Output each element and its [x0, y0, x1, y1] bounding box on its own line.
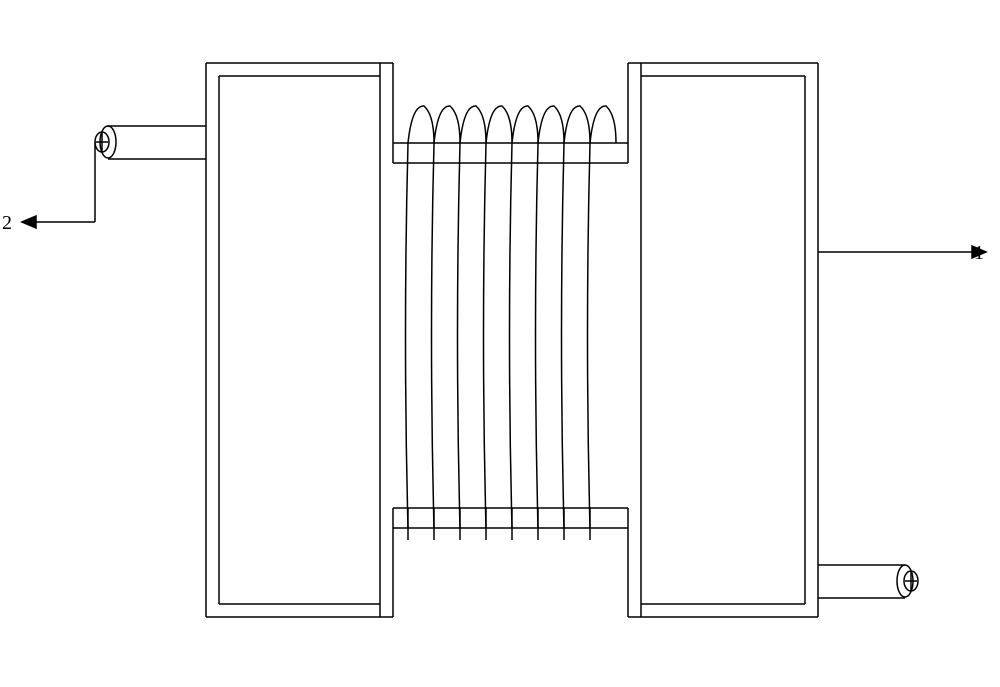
callout-label-1: 1	[974, 242, 984, 265]
callout-label-2: 2	[2, 212, 12, 235]
